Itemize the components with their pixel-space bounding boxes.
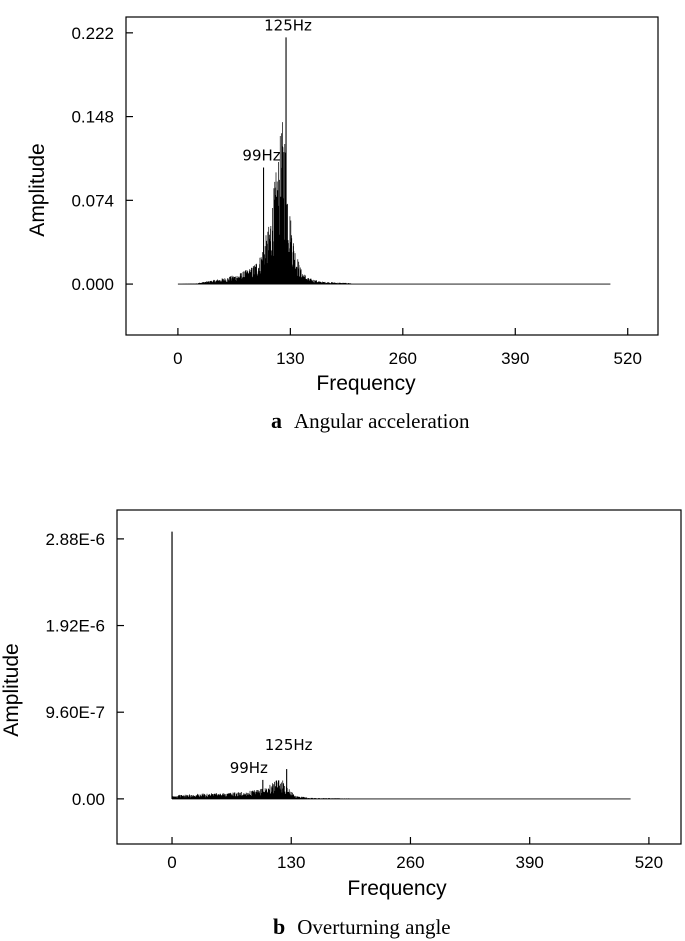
y-tick-label: 2.88E-6 [45,530,105,549]
x-axis-title-a: Frequency [316,372,416,395]
y-tick-label: 0.148 [71,108,114,127]
caption-b: b Overturning angle [273,914,451,939]
x-tick-label: 390 [501,349,529,368]
caption-text-b: Overturning angle [297,915,450,939]
peak-annotation: 125Hz [265,736,313,754]
peak-annotation: 99Hz [242,147,280,165]
annotations-b: 125Hz 99Hz [230,736,313,777]
chart-panel-a: 0.000 0.074 0.148 0.222 0 130 260 390 520 125Hz… [26,16,659,433]
peak-lines-b [171,531,288,799]
y-tick-label: 0.000 [71,275,114,294]
x-tick-label: 260 [396,853,424,872]
y-axis-title-a: Amplitude [26,143,49,236]
y-tick-label: 0.00 [72,790,105,809]
y-axis-title-b: Amplitude [0,643,23,736]
x-tick-label: 260 [389,349,417,368]
chart-panel-b: 0.009.60E-71.92E-62.88E-6 0 130 260 390 520 … [0,509,682,939]
x-tick-label: 520 [635,853,663,872]
series-spectrum-b [171,780,356,799]
x-tick-label: 520 [614,349,642,368]
y-tick-label: 1.92E-6 [45,617,105,636]
annotations-a: 125Hz 99Hz [242,16,312,164]
x-tick-label: 0 [173,349,182,368]
x-tick-label: 130 [277,853,305,872]
plot-frame-b [116,509,682,845]
caption-text-a: Angular acceleration [294,409,470,433]
plot-frame-a [125,16,659,336]
peak-annotation: 99Hz [230,759,268,777]
y-ticks-b: 0.00 9.60E-7 1.92E-6 2.88E-6 [45,530,124,809]
y-tick-label: 0.074 [71,191,114,210]
y-tick-label: 9.60E-7 [45,703,105,722]
caption-letter-a: a [271,408,282,433]
peak-lines-a [262,37,287,285]
x-axis-title-b: Frequency [347,877,447,900]
x-ticks-a: 0 130 260 390 520 [173,328,642,368]
peak-annotation: 125Hz [264,16,312,34]
caption-letter-b: b [273,914,285,939]
spectrum-spikes [171,780,356,799]
series-spectrum-a [178,122,352,285]
x-tick-label: 0 [167,853,176,872]
x-ticks-b: 0 130 260 390 520 [167,837,663,872]
y-tick-label: 0.222 [71,24,114,43]
spectrum-spikes [178,122,352,285]
x-tick-label: 130 [276,349,304,368]
y-ticks-a: 0.000 0.074 0.148 0.222 [71,24,133,294]
caption-a: a Angular acceleration [271,408,470,433]
x-tick-label: 390 [515,853,543,872]
